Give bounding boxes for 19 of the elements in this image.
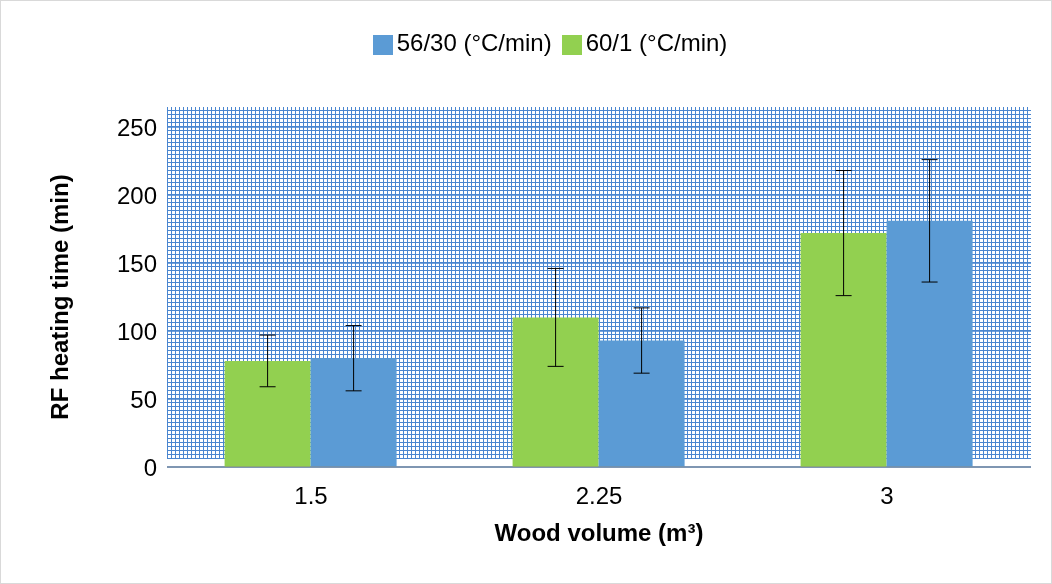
y-tick-label: 150 [116,249,157,277]
bar [224,360,311,467]
x-tick-label: 3 [880,482,894,510]
x-tick-label: 2.25 [575,482,623,510]
x-tick-label: 1.5 [294,482,328,510]
legend-label: 56/30 (°C/min) [396,29,552,56]
legend-label: 60/1 (°C/min) [585,29,728,56]
y-tick-label: 100 [116,317,157,345]
x-axis-title: Wood volume (m³) [494,519,704,546]
y-tick-label: 200 [116,181,157,209]
bar [598,340,685,467]
y-tick-label: 250 [116,113,157,141]
bar [310,358,397,467]
y-tick-label: 50 [130,385,157,413]
bar [886,220,973,467]
bar [512,317,599,467]
bar [800,233,887,467]
y-tick-label: 0 [143,453,157,481]
y-axis-title: RF heating time (min) [45,174,73,420]
